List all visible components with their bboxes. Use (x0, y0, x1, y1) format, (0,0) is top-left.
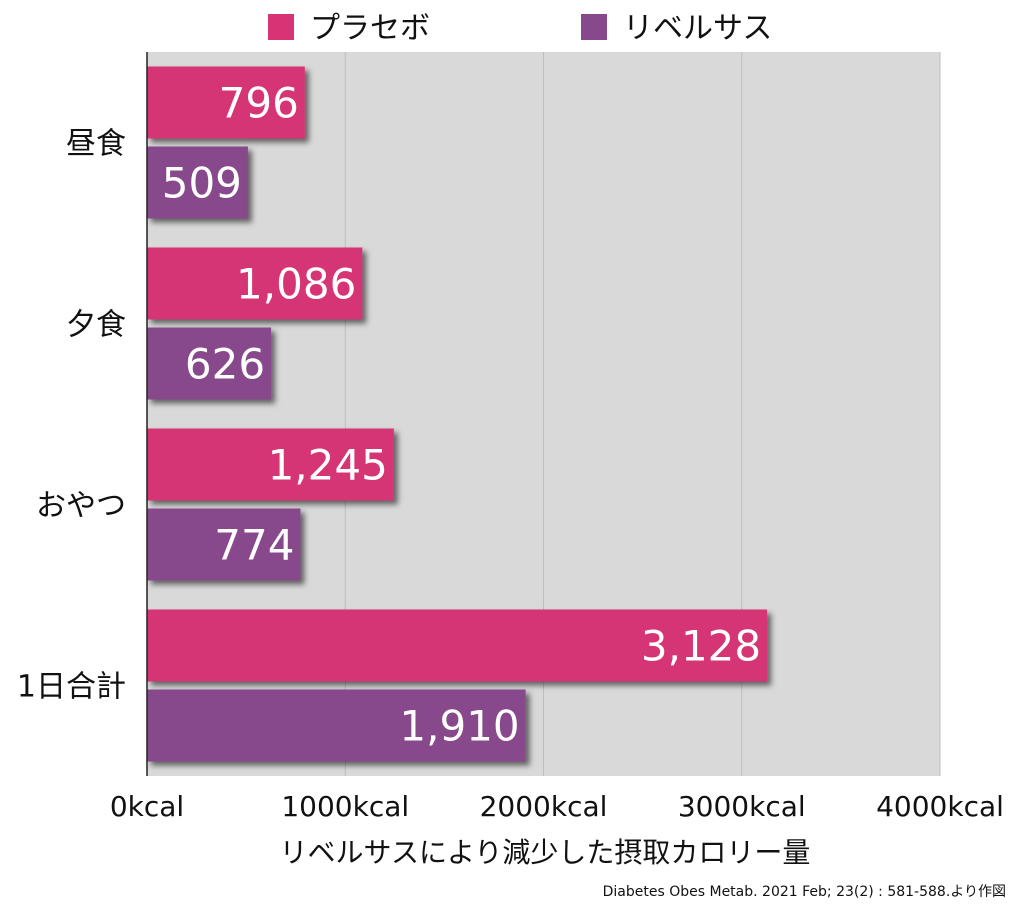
bar-value-label-placebo-3: 3,128 (641, 622, 761, 671)
x-tick-label-1000: 1000kcal (281, 790, 409, 823)
x-tick-labels: 0kcal 1000kcal 2000kcal 3000kcal 4000kcal (110, 790, 1004, 823)
legend-label-placebo: プラセボ (310, 11, 430, 46)
x-tick-label-0: 0kcal (110, 790, 184, 823)
bar-placebo-1 (147, 247, 363, 320)
bar-rybelsus-0 (147, 146, 248, 219)
bar-value-label-placebo-0: 796 (219, 79, 299, 128)
bar-placebo-0 (147, 66, 305, 139)
x-tick-label-2000: 2000kcal (480, 790, 608, 823)
legend-swatch-rybelsus (581, 14, 607, 40)
category-label-2: おやつ (36, 489, 126, 524)
bar-value-label-placebo-2: 1,245 (268, 441, 388, 490)
legend-label-rybelsus: リベルサス (623, 11, 772, 46)
x-tick-label-4000: 4000kcal (876, 790, 1004, 823)
bar-value-label-rybelsus-2: 774 (214, 521, 294, 570)
bar-placebo-3 (147, 609, 768, 682)
category-label-3: 1日合計 (17, 670, 126, 705)
bar-rybelsus-1 (147, 327, 272, 400)
bar-rybelsus-2 (147, 508, 301, 581)
category-label-0: 昼食 (66, 127, 126, 162)
bars-group: 796 509 1,086 626 1,245 774 3,128 1,910 (147, 66, 768, 762)
bar-value-label-placebo-1: 1,086 (236, 260, 356, 309)
bar-rybelsus-3 (147, 689, 526, 762)
bar-placebo-2 (147, 428, 394, 501)
bar-value-label-rybelsus-1: 626 (185, 340, 265, 389)
category-label-1: 夕食 (66, 308, 126, 343)
legend-swatch-placebo (268, 14, 294, 40)
legend: プラセボ リベルサス (268, 11, 772, 46)
source-citation: Diabetes Obes Metab. 2021 Feb; 23(2) : 5… (603, 884, 1006, 900)
bar-value-label-rybelsus-3: 1,910 (399, 702, 519, 751)
x-tick-label-3000: 3000kcal (678, 790, 806, 823)
x-axis-title: リベルサスにより減少した摂取カロリー量 (280, 836, 811, 869)
bar-value-label-rybelsus-0: 509 (162, 159, 242, 208)
